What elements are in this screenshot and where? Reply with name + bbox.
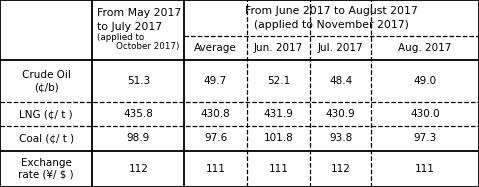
Text: 48.4: 48.4 [329,76,352,86]
Text: 93.8: 93.8 [329,133,352,143]
Text: Average: Average [194,43,237,53]
Text: October 2017): October 2017) [116,42,180,51]
Text: 111: 111 [269,164,288,174]
Text: Coal (¢/ t ): Coal (¢/ t ) [19,133,74,143]
Text: 111: 111 [415,164,435,174]
Text: 98.9: 98.9 [127,133,150,143]
Text: Aug. 2017: Aug. 2017 [398,43,452,53]
Text: (applied to: (applied to [97,33,145,42]
Text: 431.9: 431.9 [263,109,294,119]
Text: 430.8: 430.8 [201,109,230,119]
Text: Jul. 2017: Jul. 2017 [318,43,364,53]
Text: 97.6: 97.6 [204,133,227,143]
Text: 101.8: 101.8 [263,133,294,143]
Text: 111: 111 [205,164,226,174]
Text: 112: 112 [128,164,148,174]
Text: 49.7: 49.7 [204,76,227,86]
Text: From May 2017
to July 2017: From May 2017 to July 2017 [97,8,182,32]
Text: Jun. 2017: Jun. 2017 [254,43,303,53]
Text: 97.3: 97.3 [413,133,436,143]
Text: 430.9: 430.9 [326,109,355,119]
Text: 49.0: 49.0 [413,76,436,86]
Text: 112: 112 [331,164,351,174]
Text: Crude Oil
(¢/b): Crude Oil (¢/b) [22,70,71,92]
Text: 52.1: 52.1 [267,76,290,86]
Text: 430.0: 430.0 [410,109,440,119]
Text: 51.3: 51.3 [127,76,150,86]
Text: From June 2017 to August 2017
(applied to November 2017): From June 2017 to August 2017 (applied t… [245,6,418,30]
Text: Exchange
rate (¥/ $ ): Exchange rate (¥/ $ ) [18,158,74,180]
Text: 435.8: 435.8 [124,109,153,119]
Text: LNG (¢/ t ): LNG (¢/ t ) [20,109,73,119]
